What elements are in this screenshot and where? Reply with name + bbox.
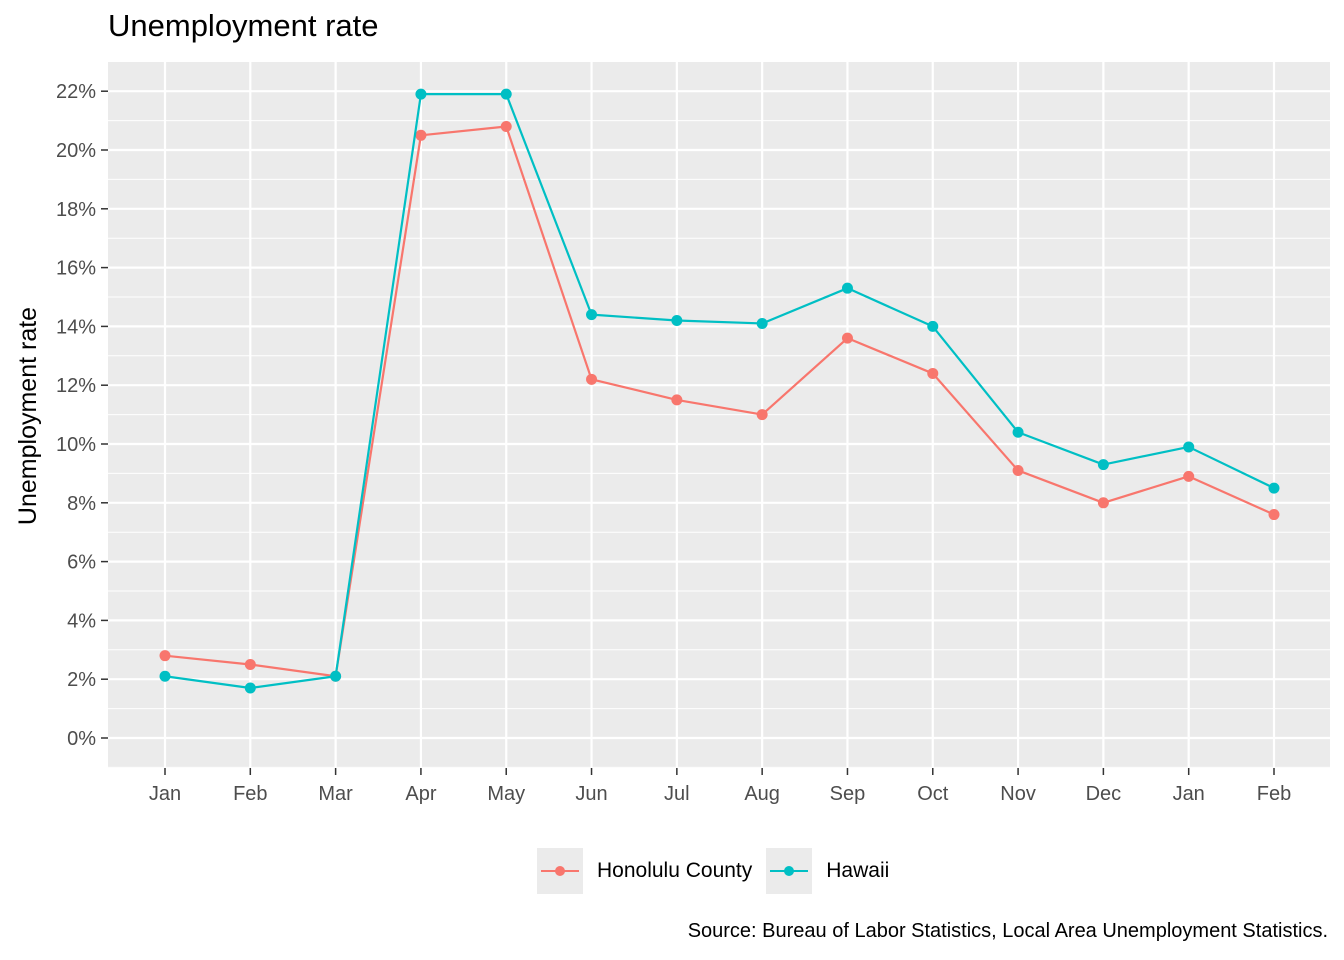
series-layer: [159, 88, 1280, 694]
x-tick-label: Jun: [575, 783, 607, 805]
y-tick-label: 4%: [67, 610, 96, 632]
data-point-hawaii: [671, 315, 683, 327]
y-tick-label: 16%: [56, 258, 96, 280]
source-caption: Source: Bureau of Labor Statistics, Loca…: [687, 920, 1328, 942]
data-point-hawaii: [586, 309, 598, 321]
x-tick-label: Sep: [830, 783, 866, 805]
x-tick-label: Jan: [1173, 783, 1205, 805]
data-point-hawaii: [1012, 426, 1024, 438]
y-tick-label: 22%: [56, 81, 96, 103]
y-tick-label: 12%: [56, 375, 96, 397]
data-point-honolulu-county: [756, 409, 768, 421]
y-tick-label: 6%: [67, 552, 96, 574]
data-point-honolulu-county: [1268, 509, 1280, 521]
y-tick-label: 2%: [67, 669, 96, 691]
legend-label: Hawaii: [826, 859, 890, 882]
y-tick-label: 10%: [56, 434, 96, 456]
data-point-hawaii: [841, 282, 853, 294]
data-point-honolulu-county: [244, 659, 256, 670]
y-tick-label: 18%: [56, 199, 96, 221]
legend-item-honolulu-county: Honolulu County: [537, 848, 752, 894]
chart-title: Unemployment rate: [108, 8, 379, 43]
x-tick-label: Jan: [149, 783, 181, 805]
data-point-honolulu-county: [159, 650, 171, 662]
x-tick-label: Oct: [917, 783, 949, 805]
x-tick-label: Apr: [405, 783, 436, 805]
x-tick-label: Dec: [1086, 783, 1122, 805]
x-tick-label: May: [487, 783, 525, 805]
x-tick-label: Feb: [1257, 783, 1291, 805]
data-point-hawaii: [330, 670, 342, 682]
legend-item-hawaii: Hawaii: [766, 848, 889, 894]
data-point-hawaii: [159, 670, 171, 682]
series-line-hawaii: [164, 93, 1275, 690]
y-tick-label: 14%: [56, 316, 96, 338]
legend-key-hawaii: [766, 848, 813, 894]
data-point-honolulu-county: [500, 120, 512, 132]
data-point-honolulu-county: [1012, 464, 1024, 476]
data-point-hawaii: [1097, 459, 1109, 471]
data-point-hawaii: [500, 88, 512, 100]
x-tick-label: Mar: [318, 783, 353, 805]
data-point-honolulu-county: [415, 129, 427, 141]
data-point-honolulu-county: [841, 332, 853, 344]
data-point-hawaii: [244, 682, 256, 694]
data-point-hawaii: [415, 88, 427, 100]
y-tick-label: 8%: [67, 493, 96, 515]
data-point-hawaii: [927, 320, 939, 332]
data-point-hawaii: [1183, 441, 1195, 453]
y-tick-label: 0%: [67, 728, 96, 750]
axis-layer: 0% 2% 4% 6% 8% 10% 12% 14% 16% 18% 20% 22% Jan Feb Mar…: [56, 81, 1291, 805]
data-point-hawaii: [1268, 482, 1280, 494]
data-point-honolulu-county: [586, 373, 598, 385]
data-point-honolulu-county: [927, 367, 939, 379]
y-tick-label: 20%: [56, 140, 96, 162]
legend: Honolulu County Hawaii: [537, 848, 903, 894]
legend-key-honolulu-county: [537, 848, 583, 894]
y-axis-title: Unemployment rate: [14, 307, 42, 525]
x-tick-label: Feb: [233, 783, 267, 805]
legend-label: Honolulu County: [597, 859, 753, 882]
x-tick-label: Nov: [1000, 783, 1036, 805]
x-tick-label: Aug: [744, 783, 780, 805]
data-point-honolulu-county: [1097, 497, 1109, 509]
data-point-honolulu-county: [671, 394, 683, 406]
x-tick-label: Jul: [664, 783, 690, 805]
data-point-hawaii: [756, 317, 768, 329]
data-point-honolulu-county: [1183, 470, 1195, 482]
series-hawaii: [159, 88, 1280, 694]
grid-lines: [108, 62, 1330, 768]
